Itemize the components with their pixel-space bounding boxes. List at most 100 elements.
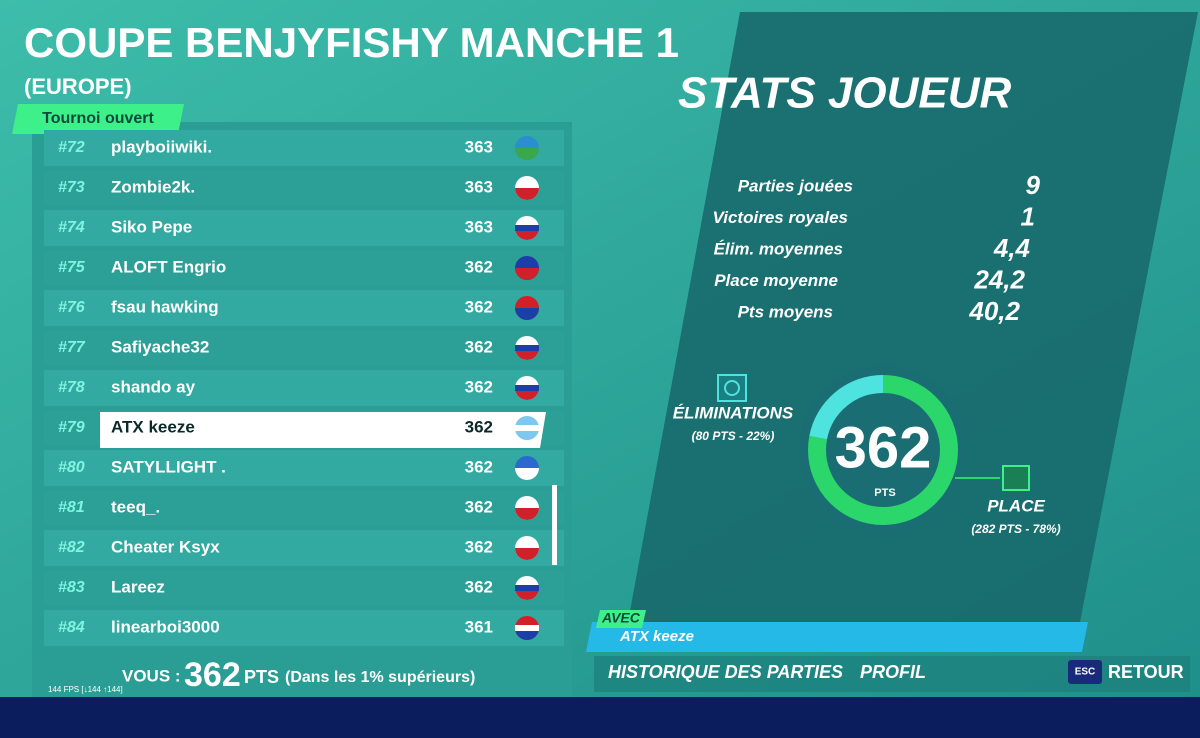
tag-bg — [12, 104, 184, 134]
with-tag: AVEC — [601, 610, 641, 626]
player-name: Lareez — [111, 577, 165, 596]
stat-value: 40,2 — [968, 296, 1020, 326]
player-name: ATX keeze — [111, 417, 195, 436]
stat-label: Place moyenne — [714, 271, 838, 290]
rank: #78 — [58, 379, 85, 396]
rank: #82 — [58, 539, 85, 556]
with-tag-bg — [596, 610, 646, 628]
player-name: Safiyache32 — [111, 337, 209, 356]
row[interactable] — [44, 530, 564, 566]
flag-part — [515, 148, 539, 160]
rank: #74 — [58, 219, 85, 236]
stat-label: Victoires royales — [713, 208, 848, 227]
elim-icon-target — [724, 380, 740, 396]
place-label: PLACE — [987, 496, 1045, 515]
row[interactable] — [44, 170, 564, 206]
row[interactable] — [44, 290, 564, 326]
flag — [515, 176, 539, 200]
player-name: SATYLLIGHT . — [111, 457, 226, 476]
stat-label: Parties jouées — [738, 176, 853, 195]
rank: #84 — [58, 619, 85, 636]
rank: #80 — [58, 459, 85, 476]
you-note: (Dans les 1% supérieurs) — [285, 669, 475, 686]
stat-label: Élim. moyennes — [714, 239, 843, 258]
points: 362 — [465, 537, 493, 556]
player-name: Cheater Ksyx — [111, 537, 220, 556]
row[interactable] — [44, 570, 564, 606]
rank: #81 — [58, 499, 85, 516]
player-name: ALOFT Engrio — [111, 257, 226, 276]
tab[interactable]: HISTORIQUE DES PARTIES — [608, 662, 843, 682]
elim-detail: (80 PTS - 22%) — [692, 429, 775, 443]
player-name: fsau hawking — [111, 297, 219, 316]
player-name: shando ay — [111, 377, 196, 396]
score-value: 362 — [835, 415, 932, 480]
stat-value: 4,4 — [993, 233, 1031, 263]
row[interactable] — [44, 130, 564, 166]
points: 362 — [465, 377, 493, 396]
flag-stripe — [515, 225, 539, 231]
flag-part — [515, 188, 539, 200]
tab[interactable]: PROFIL — [860, 662, 926, 682]
flag-part — [515, 548, 539, 560]
player-name: teeq_. — [111, 497, 160, 516]
points: 362 — [465, 577, 493, 596]
points: 362 — [465, 457, 493, 476]
rank: #83 — [58, 579, 85, 596]
stat-value: 24,2 — [973, 264, 1025, 294]
points: 363 — [465, 137, 493, 156]
points: 362 — [465, 337, 493, 356]
row[interactable] — [44, 330, 564, 366]
title: COUPE BENJYFISHY MANCHE 1 — [24, 19, 679, 66]
player-name: linearboi3000 — [111, 617, 220, 636]
flag-stripe — [515, 585, 539, 591]
rank: #79 — [58, 419, 85, 436]
flag-stripe — [515, 385, 539, 391]
player-name: Siko Pepe — [111, 217, 192, 236]
flag-stripe — [515, 625, 539, 631]
points: 362 — [465, 417, 493, 436]
row[interactable] — [44, 450, 564, 486]
flag — [515, 376, 539, 400]
fps: 144 FPS [↓144 ↑144] — [48, 685, 123, 694]
flag — [515, 456, 539, 480]
flag — [515, 616, 539, 640]
player-name: Zombie2k. — [111, 177, 195, 196]
row[interactable] — [44, 490, 564, 526]
rank: #75 — [58, 259, 86, 276]
points: 363 — [465, 177, 493, 196]
stats-panel — [628, 12, 1198, 622]
flag-part — [515, 268, 539, 280]
flag — [515, 576, 539, 600]
flag-part — [515, 468, 539, 480]
player-name: playboiiwiki. — [111, 137, 212, 156]
stats-title: STATS JOUEUR — [678, 69, 1012, 118]
row[interactable] — [44, 370, 564, 406]
row[interactable] — [44, 610, 564, 646]
flag — [515, 416, 539, 440]
rank: #77 — [58, 339, 86, 356]
flag — [515, 496, 539, 520]
rank: #76 — [58, 299, 85, 316]
points: 361 — [465, 617, 493, 636]
row[interactable] — [44, 210, 564, 246]
back-button[interactable]: RETOUR — [1108, 662, 1184, 682]
flag-stripe — [515, 345, 539, 351]
score-unit: PTS — [874, 487, 895, 499]
flag-part — [515, 508, 539, 520]
flag-stripe — [515, 425, 539, 431]
stat-value: 1 — [1021, 201, 1035, 231]
scrollbar[interactable] — [552, 485, 557, 565]
stat-label: Pts moyens — [738, 302, 833, 321]
points: 362 — [465, 297, 493, 316]
place-icon — [1002, 465, 1030, 491]
you-points: 362 — [184, 656, 241, 694]
flag — [515, 296, 539, 320]
stat-value: 9 — [1026, 170, 1041, 200]
row-highlight — [100, 412, 546, 448]
flag — [515, 336, 539, 360]
place-detail: (282 PTS - 78%) — [971, 522, 1060, 536]
row[interactable] — [44, 250, 564, 286]
flag — [515, 136, 539, 160]
